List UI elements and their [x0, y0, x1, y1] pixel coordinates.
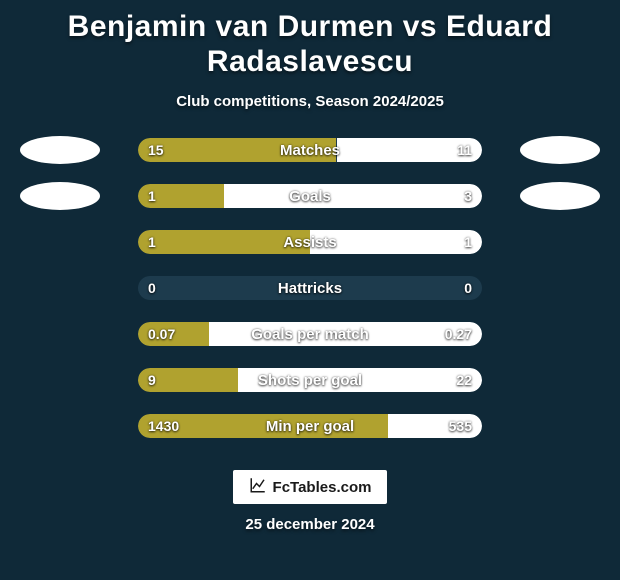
- stat-bar: 0.070.27Goals per match: [138, 322, 482, 346]
- stat-bar: 1430535Min per goal: [138, 414, 482, 438]
- stat-bar: 11Assists: [138, 230, 482, 254]
- stat-row: 922Shots per goal: [0, 368, 620, 414]
- bar-fill-right: [209, 322, 482, 346]
- player-right-avatar: [520, 182, 600, 210]
- player-left-avatar: [20, 182, 100, 210]
- stat-bar: 13Goals: [138, 184, 482, 208]
- bar-fill-right: [224, 184, 482, 208]
- stat-row: 1430535Min per goal: [0, 414, 620, 460]
- stat-row: 11Assists: [0, 230, 620, 276]
- stat-bar: 922Shots per goal: [138, 368, 482, 392]
- site-badge: FcTables.com: [233, 470, 388, 504]
- stat-value-left: 0: [148, 276, 156, 300]
- stat-value-right: 0: [464, 276, 472, 300]
- player-left-avatar: [20, 136, 100, 164]
- subtitle: Club competitions, Season 2024/2025: [0, 93, 620, 110]
- stat-row: 0.070.27Goals per match: [0, 322, 620, 368]
- bar-fill-left: [138, 414, 388, 438]
- footer: FcTables.com 25 december 2024: [0, 470, 620, 533]
- site-badge-text: FcTables.com: [273, 479, 372, 496]
- bar-fill-left: [138, 368, 238, 392]
- stats-chart: 1511Matches 13Goals 11Assists 0 0Hattricks 0.…: [0, 138, 620, 460]
- stat-row: 1511Matches: [0, 138, 620, 184]
- stat-row: 0 0Hattricks: [0, 276, 620, 322]
- bar-fill-right: [388, 414, 482, 438]
- page-title: Benjamin van Durmen vs Eduard Radaslaves…: [0, 10, 620, 79]
- comparison-infographic: Benjamin van Durmen vs Eduard Radaslaves…: [0, 0, 620, 580]
- bar-fill-left: [138, 230, 310, 254]
- bar-fill-left: [138, 138, 336, 162]
- chart-icon: [249, 476, 267, 498]
- stat-bar: 1511Matches: [138, 138, 482, 162]
- bar-fill-left: [138, 322, 209, 346]
- bar-fill-right: [238, 368, 482, 392]
- bar-fill-right: [337, 138, 483, 162]
- bar-fill-left: [138, 184, 224, 208]
- stat-label: Hattricks: [138, 276, 482, 300]
- date-text: 25 december 2024: [245, 516, 374, 533]
- player-right-avatar: [520, 136, 600, 164]
- bar-fill-right: [310, 230, 482, 254]
- stat-bar: 0 0Hattricks: [138, 276, 482, 300]
- stat-row: 13Goals: [0, 184, 620, 230]
